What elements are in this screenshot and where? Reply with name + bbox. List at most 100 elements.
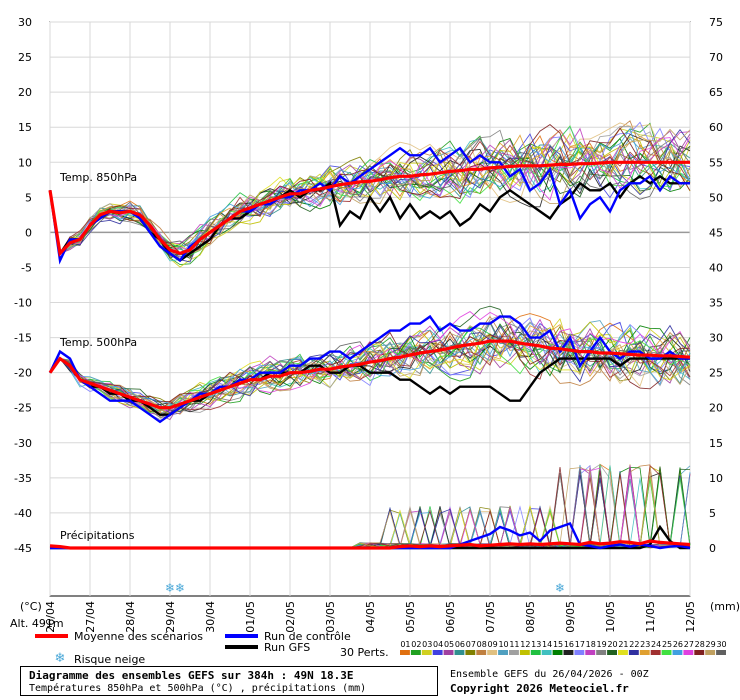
right-tick-label: 45 (709, 226, 723, 239)
pert-key-swatch (661, 650, 672, 655)
pert-key-swatch (443, 650, 454, 655)
x-tick-label: 28/04 (124, 601, 137, 633)
pert-key-label: 04 (433, 640, 443, 649)
left-tick-label: 30 (18, 16, 32, 29)
x-tick-label: 05/05 (404, 601, 417, 633)
pert-key-swatch (541, 650, 552, 655)
x-tick-label: 11/05 (644, 601, 657, 633)
pert-key-label: 09 (488, 640, 498, 649)
right-tick-label: 75 (709, 16, 723, 29)
legend-control-label: Run de contrôle (264, 630, 351, 643)
x-tick-label: 29/04 (164, 601, 177, 633)
right-tick-label: 5 (709, 507, 716, 520)
legend-gfs-label: Run GFS (264, 641, 310, 654)
right-tick-label: 30 (709, 332, 723, 345)
left-tick-label: 5 (25, 191, 32, 204)
pert-key-label: 13 (531, 640, 541, 649)
x-tick-label: 01/05 (244, 601, 257, 633)
right-tick-label: 65 (709, 86, 723, 99)
pert-key-swatch (618, 650, 628, 655)
pert-key-swatch (639, 650, 650, 655)
section-label-850: Temp. 850hPa (59, 171, 137, 184)
left-tick-label: -35 (14, 472, 32, 485)
right-tick-label: 70 (709, 51, 723, 64)
pert-key-label: 18 (586, 640, 596, 649)
pert-key-label: 11 (509, 640, 519, 649)
left-tick-label: 10 (18, 156, 32, 169)
pert-key-label: 08 (477, 640, 487, 649)
x-tick-label: 04/05 (364, 601, 377, 633)
pert-key-swatch (487, 650, 498, 655)
x-tick-label: 30/04 (204, 601, 217, 633)
pert-key-label: 19 (597, 640, 607, 649)
pert-key-label: 27 (684, 640, 694, 649)
pert-key-swatch (585, 650, 596, 655)
pert-key-swatch (519, 650, 530, 655)
pert-key-label: 15 (553, 640, 563, 649)
chart-title: Diagramme des ensembles GEFS sur 384h : … (29, 669, 354, 682)
pert-key-label: 17 (575, 640, 585, 649)
pert-key-label: 30 (716, 640, 726, 649)
pert-key-label: 10 (498, 640, 508, 649)
right-axis-unit: (mm) (710, 600, 740, 613)
x-tick-label: 26/04 (44, 601, 57, 633)
pert-key-swatch (672, 650, 683, 655)
pert-key-label: 03 (422, 640, 432, 649)
right-tick-label: 55 (709, 156, 723, 169)
left-tick-label: -5 (21, 261, 32, 274)
left-tick-label: 25 (18, 51, 32, 64)
right-tick-label: 60 (709, 121, 723, 134)
pert-key-label: 24 (651, 640, 661, 649)
pert-key-swatch (596, 650, 607, 655)
mean-850-line (48, 160, 690, 257)
pert-key-label: 07 (466, 640, 476, 649)
pert-key-swatch (400, 650, 410, 655)
x-tick-label: 12/05 (684, 601, 697, 633)
pert-500-line (49, 323, 691, 415)
pert-key-swatch (705, 650, 716, 655)
left-tick-label: -10 (14, 297, 32, 310)
right-tick-label: 35 (709, 297, 723, 310)
pert-key-label: 05 (444, 640, 454, 649)
pert-key-swatch (498, 650, 508, 655)
pert-850-line (49, 128, 691, 260)
pert-key-swatch (694, 650, 705, 655)
right-tick-label: 50 (709, 191, 723, 204)
left-tick-label: -25 (14, 402, 32, 415)
left-tick-label: 20 (18, 86, 32, 99)
left-tick-label: -30 (14, 437, 32, 450)
pert-key-label: 20 (607, 640, 617, 649)
pert-key-label: 22 (629, 640, 639, 649)
pert-key-label: 12 (520, 640, 530, 649)
right-tick-label: 25 (709, 367, 723, 380)
pert-key-label: 14 (542, 640, 552, 649)
pert-key-label: 23 (640, 640, 650, 649)
snowflake-icon: ❄ (165, 581, 175, 595)
x-tick-label: 02/05 (284, 601, 297, 633)
gfs-500-line (49, 356, 690, 416)
mean-precip-line (49, 539, 691, 550)
pert-key-swatch (465, 650, 476, 655)
pert-key-label: 02 (411, 640, 421, 649)
left-tick-label: -20 (14, 367, 32, 380)
footer-title-box: Diagramme des ensembles GEFS sur 384h : … (20, 666, 438, 696)
legend-mean-label: Moyenne des scénarios (74, 630, 203, 643)
pert-key-label: 29 (706, 640, 716, 649)
x-tick-label: 06/05 (444, 601, 457, 633)
pert-key-swatch (650, 650, 661, 655)
pert-key-swatch (410, 650, 421, 655)
section-label-500: Temp. 500hPa (59, 336, 137, 349)
pert-500-line (49, 325, 691, 421)
pert-key-swatch (432, 650, 443, 655)
snowflake-icon: ❄ (175, 581, 185, 595)
legend-perts-label: 30 Perts. (340, 646, 389, 659)
x-tick-label: 27/04 (84, 601, 97, 633)
x-tick-label: 03/05 (324, 601, 337, 633)
run-info: Ensemble GEFS du 26/04/2026 - 00Z (450, 669, 649, 680)
pert-key-label: 16 (564, 640, 574, 649)
x-tick-label: 09/05 (564, 601, 577, 633)
pert-key-swatch (607, 650, 617, 655)
pert-key-label: 25 (662, 640, 672, 649)
pert-key-swatch (628, 650, 639, 655)
pert-key-swatch (509, 650, 519, 655)
